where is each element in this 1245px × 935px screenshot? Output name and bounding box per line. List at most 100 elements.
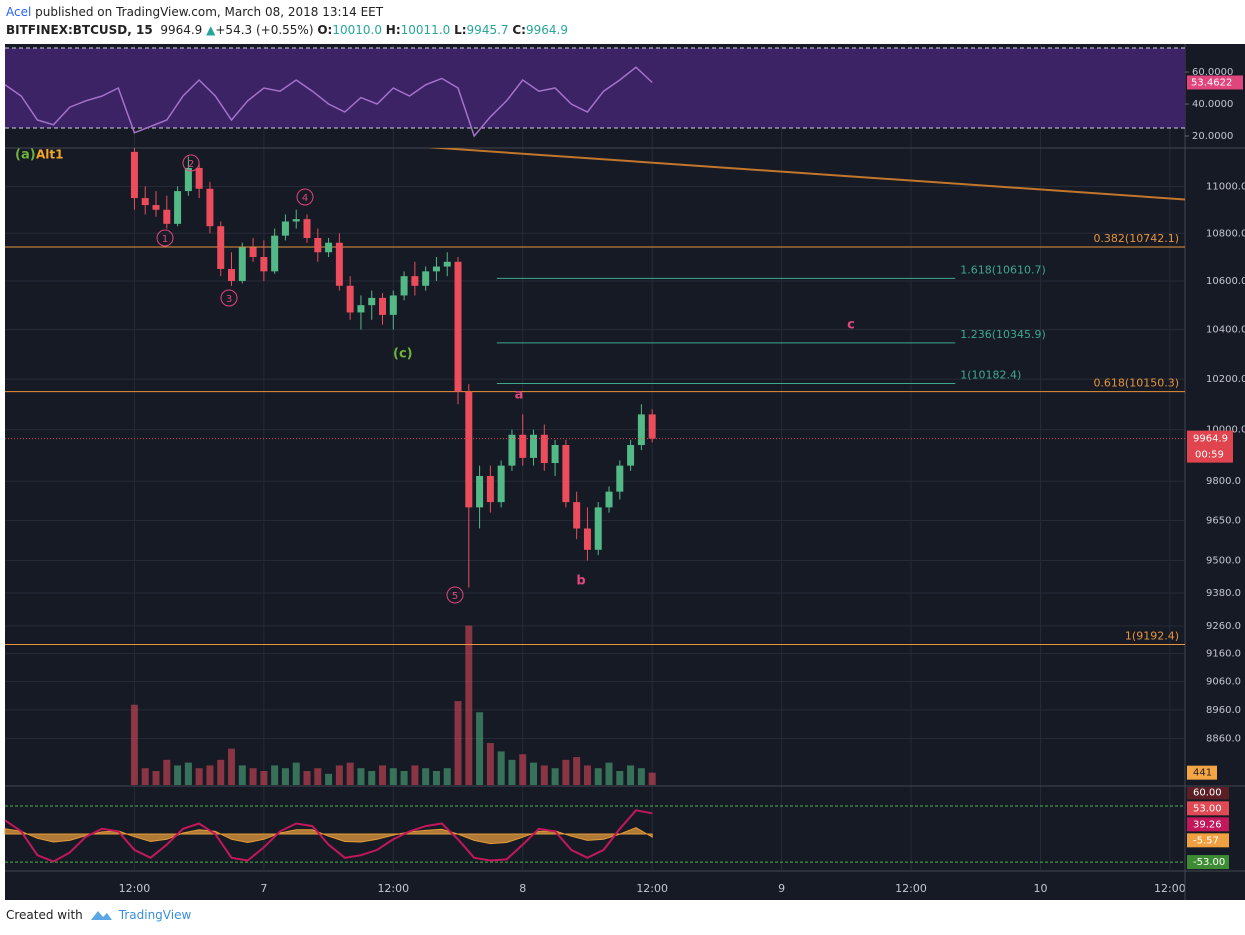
logo	[90, 911, 112, 920]
h: 10011.0	[400, 23, 451, 37]
y-tick-label: 10000.0	[1206, 425, 1245, 436]
brand[interactable]: TradingView	[118, 908, 192, 922]
y-tick-label: 40.0000	[1192, 99, 1233, 110]
volume-bar	[519, 754, 527, 785]
volume-bar	[249, 768, 257, 785]
candle-body	[271, 235, 279, 272]
rsi-band	[5, 48, 1185, 129]
volume-last-box	[1187, 765, 1217, 780]
volume-bar	[411, 765, 419, 785]
wave-label: a	[515, 388, 524, 403]
candle-body	[357, 305, 365, 313]
volume-bar	[184, 762, 192, 785]
candle-body	[476, 475, 484, 508]
volume-bar	[476, 712, 484, 785]
l-label: L:	[454, 23, 467, 37]
footer: Created with TradingView	[6, 908, 191, 922]
volume-bar	[335, 765, 343, 785]
h-label: H:	[385, 23, 401, 37]
fib-label: 0.382(10742.1)	[1093, 232, 1179, 245]
y-tick-label: 9260.0	[1206, 621, 1241, 632]
volume-bar	[141, 768, 149, 785]
candle-body	[184, 167, 192, 192]
wave-label: 3	[226, 294, 232, 305]
candle-body	[411, 276, 419, 286]
candle-body	[627, 445, 635, 466]
volume-bar	[271, 765, 279, 785]
volume-bar	[217, 759, 225, 785]
fib-label: 1(9192.4)	[1125, 630, 1179, 643]
volume-bar	[551, 768, 559, 785]
y-tick-label: 9800.0	[1206, 476, 1241, 487]
candle-body	[303, 219, 311, 238]
candle-body	[465, 391, 473, 508]
candle-body	[217, 226, 225, 269]
wave-circle	[446, 586, 464, 604]
volume-bar	[163, 759, 171, 785]
volume-bar	[389, 768, 397, 785]
candle-body	[530, 434, 538, 458]
volume-bar	[400, 771, 408, 785]
candle-body	[141, 198, 149, 206]
x-tick-label: 7	[260, 882, 267, 895]
candle-body	[325, 242, 333, 253]
volume-bar	[379, 765, 387, 785]
y-tick-label: 60.0000	[1192, 67, 1233, 78]
candle-body	[335, 242, 343, 286]
projection-label: 1.618(10610.7)	[960, 263, 1046, 276]
candle-body	[432, 266, 440, 272]
volume-bar	[432, 771, 440, 785]
volume-bar	[648, 772, 656, 785]
c: 9964.9	[525, 23, 568, 37]
wave-label: Alt1	[36, 148, 64, 162]
candle-body	[594, 507, 602, 550]
x-tick-label: 12:00	[377, 882, 409, 895]
l: 9945.7	[466, 23, 509, 37]
volume-bar	[346, 762, 354, 785]
last: 9964.9	[160, 23, 203, 37]
projection-label: 1.236(10345.9)	[960, 328, 1046, 341]
candle-body	[486, 475, 494, 503]
author[interactable]: Acel	[6, 5, 32, 19]
y-tick-label: 9060.0	[1206, 677, 1241, 688]
x-tick-label: 12:00	[119, 882, 151, 895]
c-label: C:	[512, 23, 526, 37]
fib-label: 0.618(10150.3)	[1093, 377, 1179, 390]
wave-label: (a)	[15, 148, 36, 163]
candle-body	[562, 445, 570, 503]
candle-body	[443, 261, 451, 267]
y-tick-label: 8860.0	[1206, 733, 1241, 744]
arrow: ▲	[206, 23, 216, 37]
pin-box	[1187, 787, 1229, 800]
candle-body	[454, 261, 462, 392]
oscillator-line	[4, 809, 653, 863]
volume-bar	[583, 765, 591, 785]
volume-bar	[497, 751, 505, 785]
volume-bar	[573, 757, 581, 785]
candle-body	[163, 209, 171, 224]
pin-label: -5.57	[1193, 835, 1219, 846]
candle-body	[368, 297, 376, 306]
candle-body	[379, 297, 387, 315]
y-tick-label: 9160.0	[1206, 649, 1241, 660]
x-tick-label: 10	[1033, 882, 1047, 895]
candle-body	[422, 271, 430, 286]
candle-body	[637, 414, 645, 446]
wave-label: 4	[302, 193, 308, 204]
candle-body	[497, 465, 505, 503]
x-tick-label: 12:00	[895, 882, 927, 895]
published: published on TradingView.com, March 08, …	[31, 5, 384, 19]
volume-bar	[238, 765, 246, 785]
y-tick-label: 10200.0	[1206, 374, 1245, 385]
volume-bar	[594, 768, 602, 785]
rsi-last-box	[1187, 75, 1243, 90]
candle-body	[130, 151, 138, 199]
wave-label: b	[576, 574, 585, 589]
volume-bar	[486, 743, 494, 785]
header: Acel published on TradingView.com, March…	[6, 3, 568, 39]
countdown: 00:59	[1195, 450, 1224, 461]
volume-bar	[152, 771, 160, 785]
x-tick-label: 8	[519, 882, 526, 895]
